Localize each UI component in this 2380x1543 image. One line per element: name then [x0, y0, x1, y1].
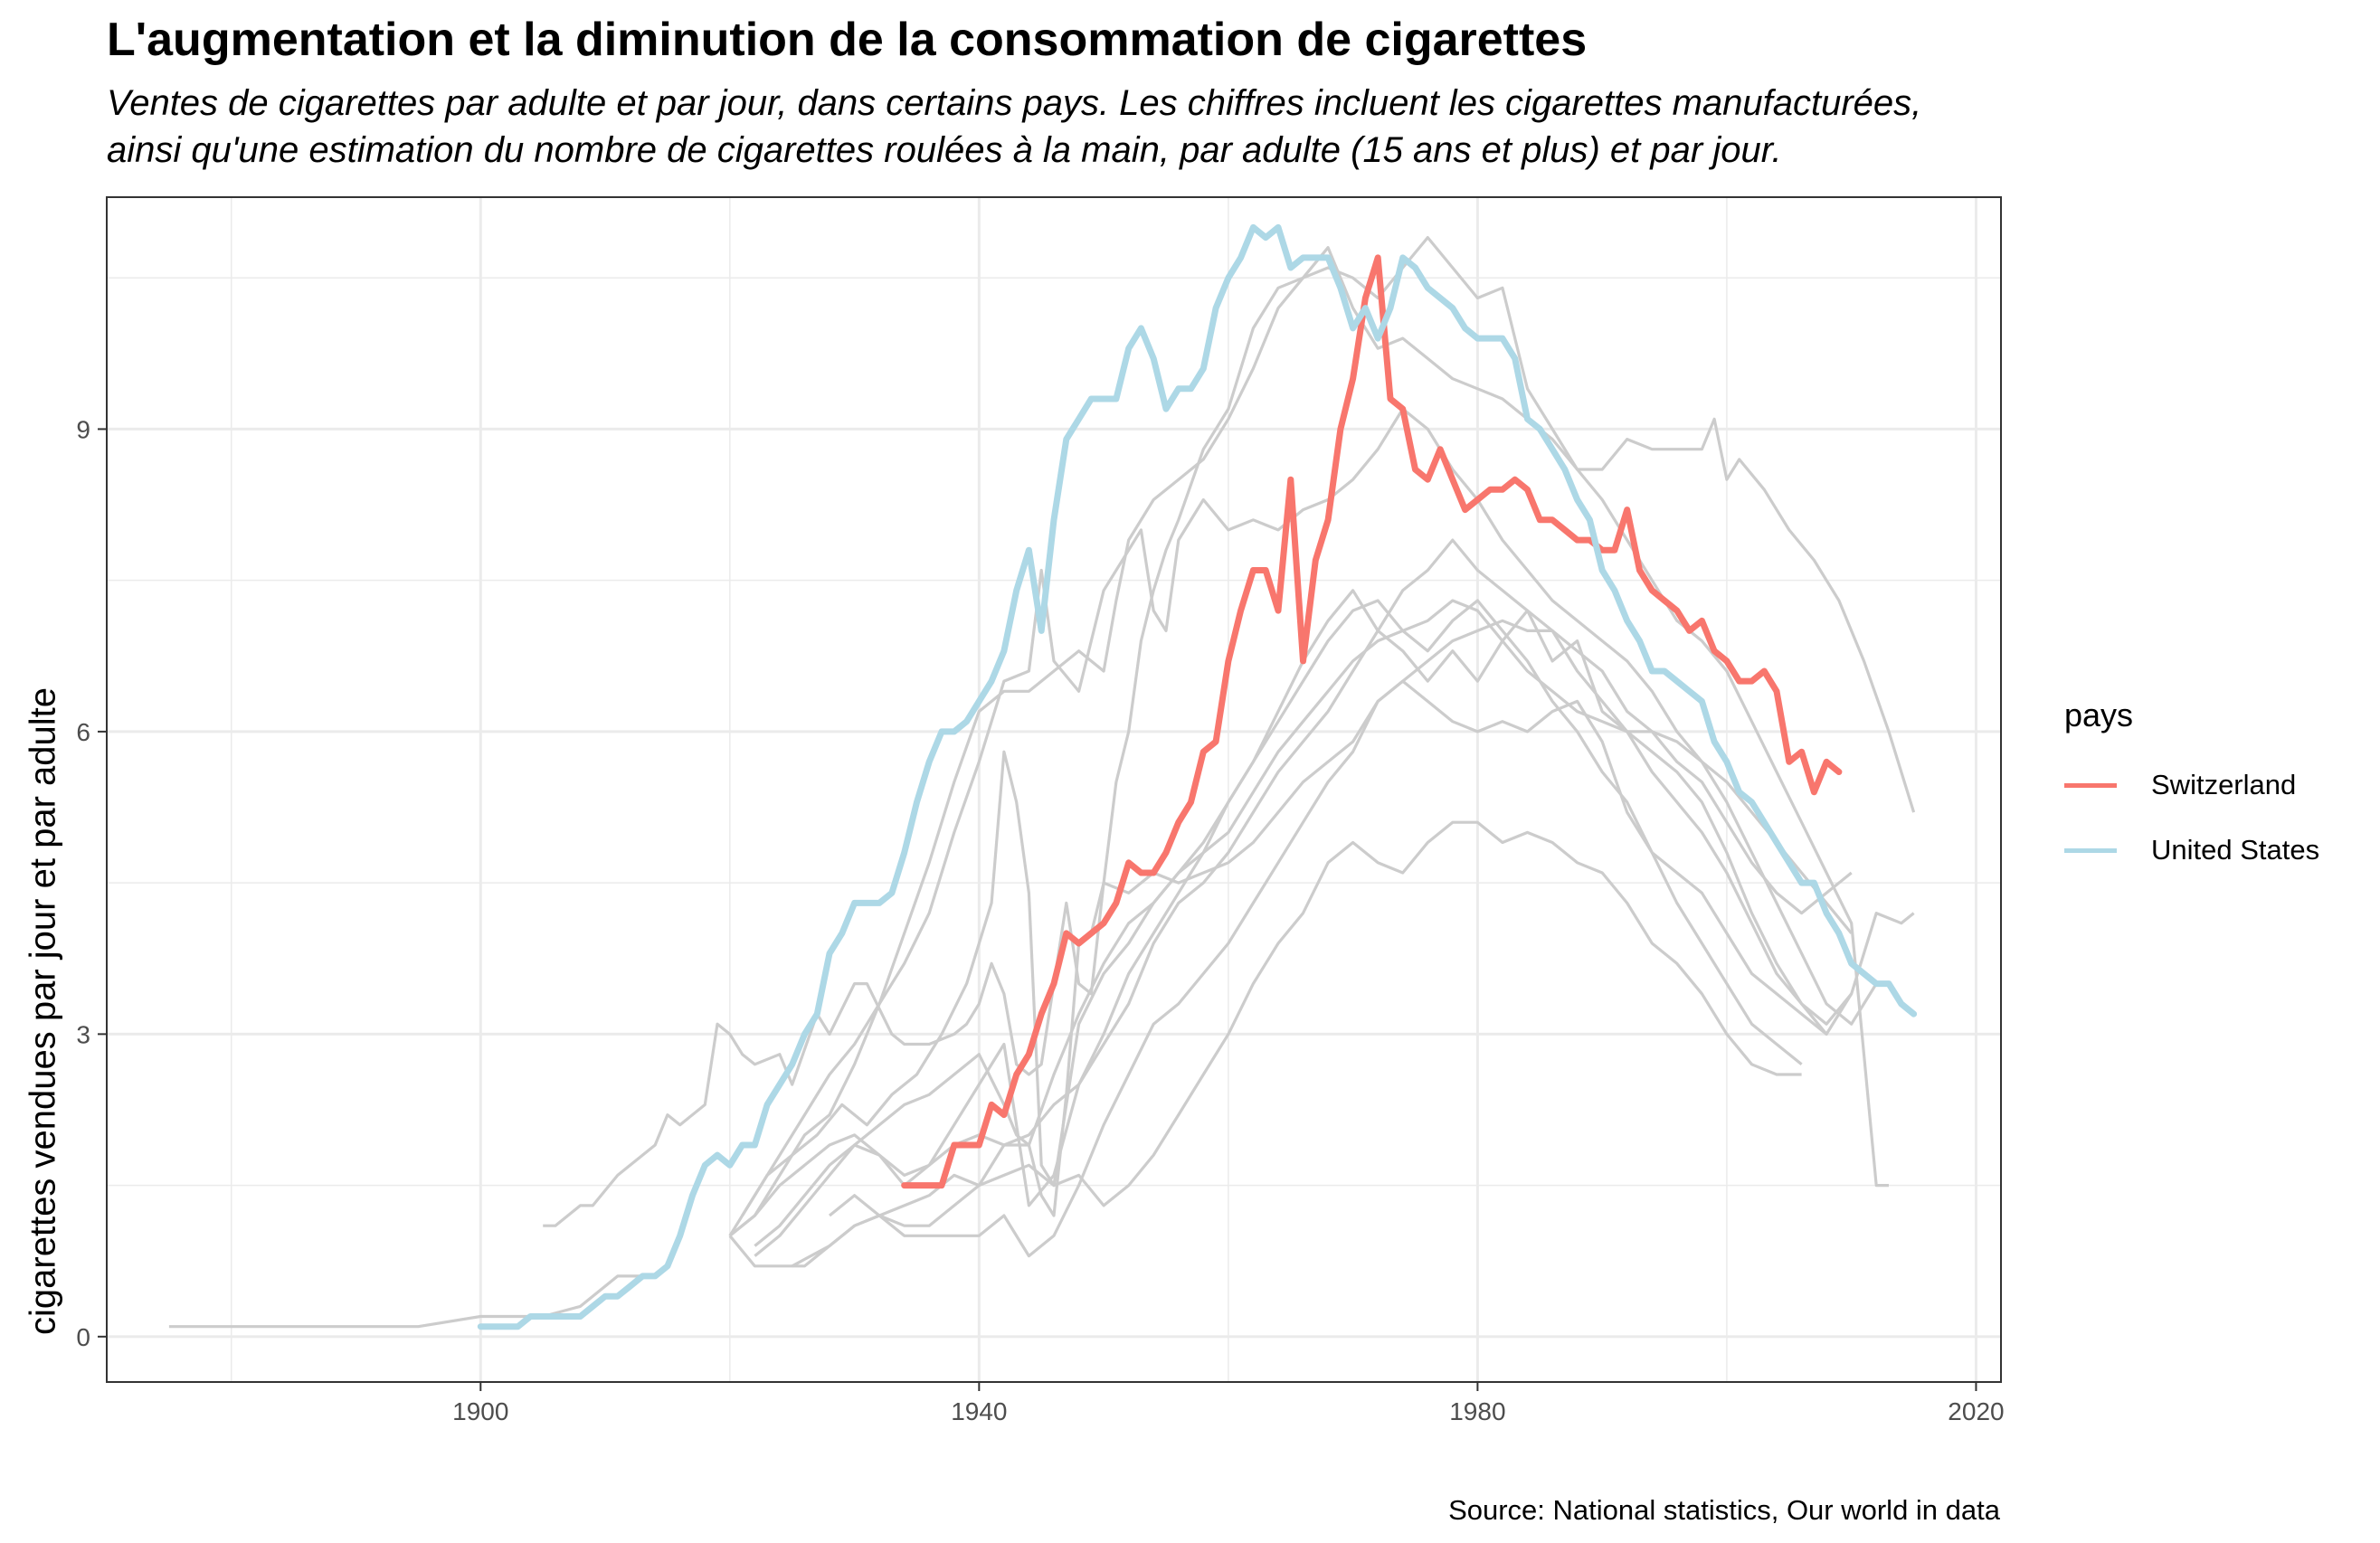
chart-title: L'augmentation et la diminution de la co… [107, 14, 1588, 66]
plot-panel-border [106, 196, 2002, 1383]
axes: 1900 1940 1980 2020 0 3 6 9 [76, 415, 2004, 1425]
legend-swatch-united-states [2064, 847, 2117, 853]
x-tick-label: 1980 [1449, 1397, 1505, 1425]
background-country-line [828, 820, 1802, 1217]
legend-item-switzerland: Switzerland [2064, 767, 2296, 803]
legend-label-switzerland: Switzerland [2151, 769, 2297, 800]
series-line-united-states [477, 223, 1918, 1330]
legend-label-united-states: United States [2151, 834, 2320, 866]
background-country-line [168, 1274, 656, 1329]
legend-item-united-states: United States [2064, 832, 2319, 868]
chart-subtitle-line-2: ainsi qu'une estimation du nombre de cig… [107, 130, 1782, 170]
y-tick-label: 3 [76, 1020, 90, 1048]
background-country-line [754, 619, 1853, 1257]
background-country-line [728, 538, 1915, 1268]
x-tick-label: 2020 [1948, 1397, 2004, 1425]
x-tick-label: 1900 [452, 1397, 508, 1425]
source-caption: Source: National statistics, Our world i… [1448, 1494, 2000, 1526]
y-tick-label: 6 [76, 718, 90, 746]
background-country-line [791, 679, 1803, 1268]
background-country-line [543, 236, 1916, 1227]
y-tick-label: 0 [76, 1323, 90, 1351]
legend-title: pays [2064, 696, 2134, 734]
background-country-line [754, 599, 1853, 1247]
y-tick-label: 9 [76, 415, 90, 443]
background-country-line [728, 407, 1878, 1237]
background-country-line [728, 246, 1889, 1237]
series-line-switzerland [901, 254, 1843, 1189]
background-country-line [728, 599, 1828, 1237]
background-series-lines [168, 236, 1916, 1329]
highlighted-series-lines [477, 223, 1918, 1330]
grid [107, 197, 2001, 1382]
chart-subtitle-line-1: Ventes de cigarettes par adulte et par j… [107, 83, 1922, 123]
legend-swatch-switzerland [2064, 782, 2117, 788]
x-tick-label: 1940 [951, 1397, 1007, 1425]
